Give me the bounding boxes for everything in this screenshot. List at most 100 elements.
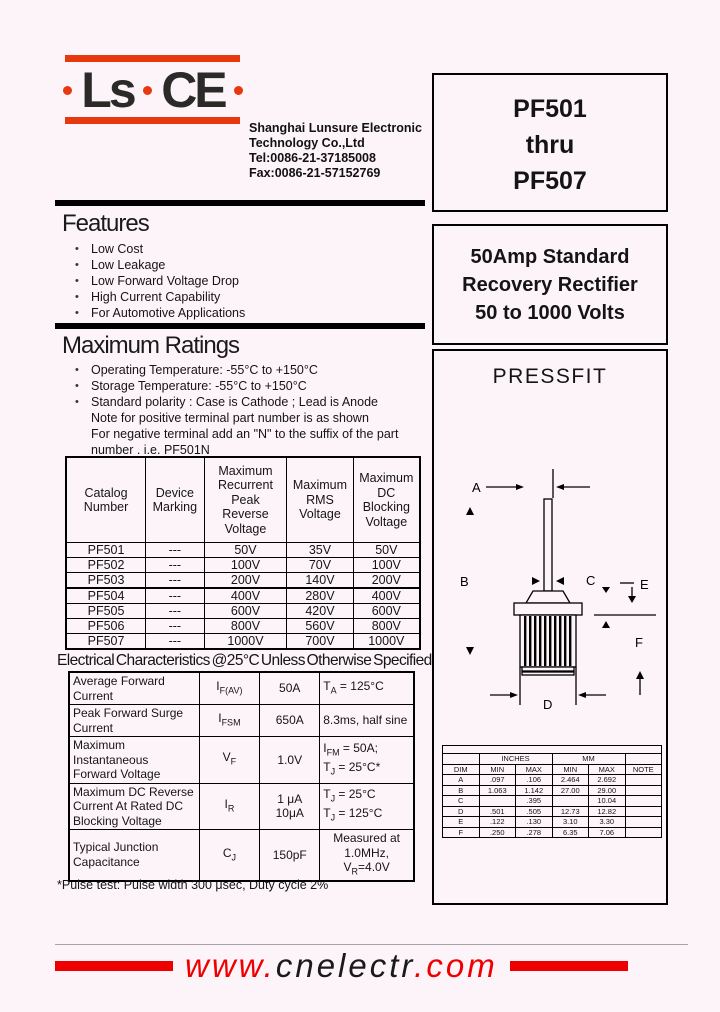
table-cell: D <box>442 805 480 817</box>
pressfit-title: PRESSFIT <box>492 365 608 388</box>
rating-note-line: For negative terminal add an "N" to the … <box>91 427 399 441</box>
condition-cell: Measured at 1.0MHz, VR=4.0V <box>319 828 415 882</box>
table-row: B 1.063 1.142 27.00 29.00 <box>442 784 662 796</box>
part-number-start: PF501 <box>513 95 587 123</box>
symbol-sub: R <box>227 803 235 814</box>
table-cell: PF507 <box>65 633 147 650</box>
table-row: PF506 --- 800V 560V 800V <box>65 618 421 634</box>
condition-line: TJ = 25°C <box>323 787 410 806</box>
value-cell: 1.0V <box>259 736 321 784</box>
bullet-icon: • <box>75 396 79 408</box>
table-cell: 6.35 <box>551 826 589 838</box>
table-row: PF505 --- 600V 420V 600V <box>65 603 421 619</box>
symbol-sub: F <box>230 756 237 767</box>
list-item: • Operating Temperature: -55°C to +150°C <box>75 362 398 378</box>
table-cell <box>624 784 662 796</box>
description-line: 50 to 1000 Volts <box>475 302 625 324</box>
table-cell: 27.00 <box>551 784 589 796</box>
param-cell: Maximum DC Reverse Current At Rated DC B… <box>68 782 200 830</box>
website-url: www.cnelectr.com <box>185 948 498 984</box>
max-ratings-list: • Operating Temperature: -55°C to +150°C … <box>75 362 398 458</box>
part-number-box: PF501 thru PF507 <box>432 73 668 212</box>
table-cell: A <box>442 774 480 786</box>
cond-text: 8.3ms, half sine <box>323 713 408 728</box>
param-cell: Peak Forward Surge Current <box>68 704 200 737</box>
table-cell: 2.464 <box>551 774 589 786</box>
table-cell: 50V <box>352 542 421 558</box>
column-header: Catalog Number <box>65 456 147 543</box>
column-header: DIM <box>442 763 480 775</box>
table-cell: --- <box>145 603 205 619</box>
units-header: INCHES <box>478 753 553 765</box>
value-cell: 150pF <box>259 828 321 882</box>
cond-text: = 25°C* <box>335 759 381 774</box>
url-name: cnelectr <box>275 947 415 984</box>
table-cell: 600V <box>203 603 288 619</box>
dim-label-a: A <box>472 480 481 495</box>
table-cell <box>624 774 662 786</box>
table-cell: --- <box>145 618 205 634</box>
table-row: PF507 --- 1000V 700V 1000V <box>65 633 421 650</box>
table-row: Peak Forward Surge Current IFSM 650A 8.3… <box>68 704 415 737</box>
pressfit-diagram: A B C D E F <box>460 469 656 712</box>
table-header-row: Catalog Number Device Marking Maximum Re… <box>65 456 421 543</box>
company-info: Shanghai Lunsure Electronic Technology C… <box>249 121 422 181</box>
table-row: A .097.106 2.464 2.692 <box>442 774 662 786</box>
bullet-icon: • <box>75 291 79 303</box>
table-cell: .122 <box>478 816 516 828</box>
units-header: MM <box>551 753 626 765</box>
company-name-line: Shanghai Lunsure Electronic <box>249 121 422 135</box>
condition-cell: IFM = 50A; TJ = 25°C* <box>319 736 415 784</box>
footer-right-bar <box>509 961 628 971</box>
feature-text: For Automotive Applications <box>91 306 246 320</box>
empty-cell <box>624 753 662 765</box>
list-item: • Low Cost <box>75 241 245 257</box>
dim-label-e: E <box>640 577 649 592</box>
table-cell: 1000V <box>203 633 288 650</box>
company-logo: Ls CE <box>63 62 243 118</box>
symbol-base: I <box>218 711 222 726</box>
column-header: Device Marking <box>145 456 205 543</box>
dim-label-d: D <box>543 697 552 712</box>
table-cell: .501 <box>478 805 516 817</box>
table-cell: 1000V <box>352 633 421 650</box>
condition-line: 8.3ms, half sine <box>323 713 410 728</box>
list-item: • High Current Capability <box>75 289 245 305</box>
table-row: F .250.278 6.35 7.06 <box>442 826 662 838</box>
table-cell: 400V <box>352 587 421 604</box>
cond-text: = 125°C <box>336 679 384 694</box>
table-cell: 3.10 <box>551 816 589 828</box>
column-header: MIN <box>551 763 589 775</box>
table-row: DIM MIN MAX MIN MAX NOTE <box>442 763 662 775</box>
symbol-sub: J <box>231 851 236 862</box>
condition-line: IFM = 50A; <box>323 741 410 760</box>
cond-sub: A <box>330 685 337 696</box>
column-header: NOTE <box>624 763 662 775</box>
table-cell: 1.063 <box>478 784 516 796</box>
cond-sub: FM <box>326 747 340 758</box>
table-row: PF501 --- 50V 35V 50V <box>65 542 421 558</box>
table-cell: 200V <box>203 572 288 589</box>
table-cell: 50V <box>203 542 288 558</box>
empty-header-bar <box>442 745 662 754</box>
column-header: Maximum RMS Voltage <box>286 456 354 543</box>
condition-line: Measured at <box>323 831 410 846</box>
column-header: MIN <box>478 763 516 775</box>
column-header: MAX <box>588 763 626 775</box>
description-line: Recovery Rectifier <box>462 274 638 296</box>
table-cell: 600V <box>352 603 421 619</box>
table-cell: .097 <box>478 774 516 786</box>
rating-text: Operating Temperature: -55°C to +150°C <box>91 363 318 377</box>
symbol-cell: IF(AV) <box>198 671 261 705</box>
value-cell: 650A <box>259 704 321 737</box>
logo-text-ls: Ls <box>81 62 136 118</box>
table-row: D .501.505 12.73 12.82 <box>442 805 662 817</box>
table-cell: 280V <box>286 587 354 604</box>
table-cell: .106 <box>515 774 553 786</box>
table-cell: 10.04 <box>588 795 626 807</box>
url-com: .com <box>414 947 498 984</box>
knurl-ribs <box>524 616 572 666</box>
table-row: Typical Junction Capacitance CJ 150pF Me… <box>68 828 415 882</box>
cond-text: T <box>323 679 331 694</box>
value-line: 10μA <box>275 806 304 821</box>
